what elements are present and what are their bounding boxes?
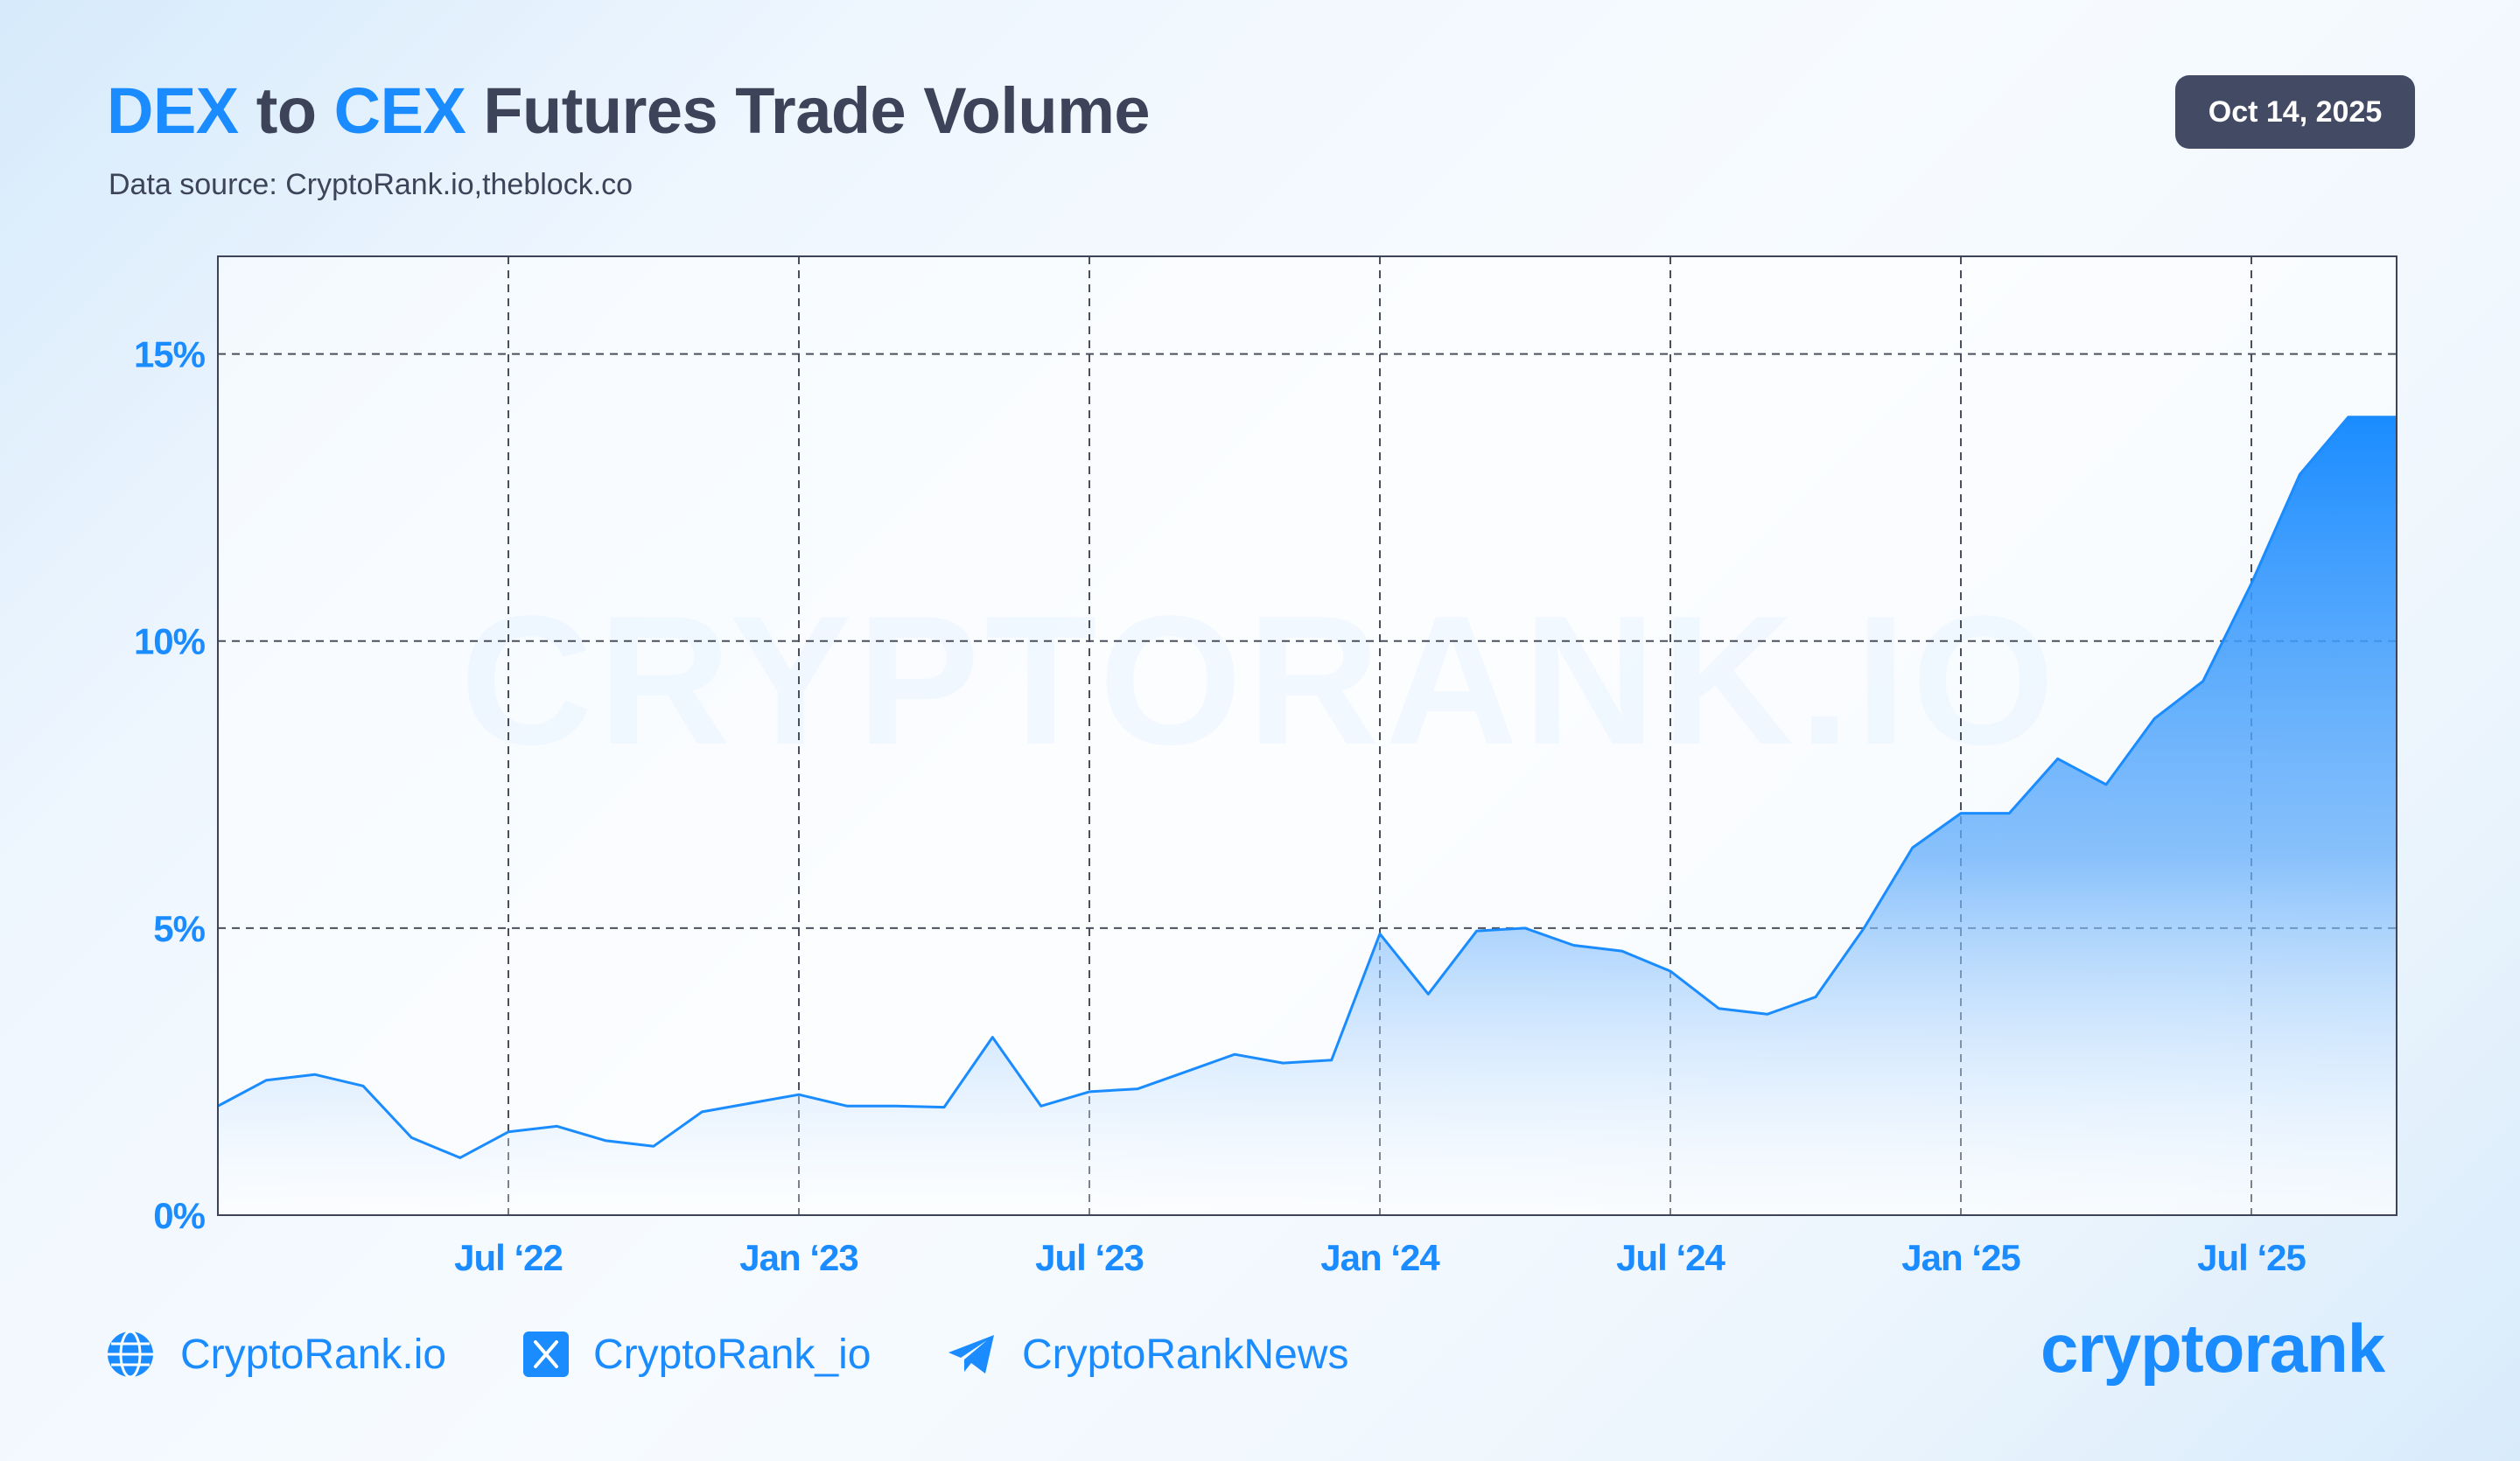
x-logo-icon [523,1332,569,1377]
chart-title: DEX to CEX Futures Trade Volume [107,73,1151,148]
area-fill [218,416,2397,1215]
x-tick-label: Jan ‘24 [1320,1237,1440,1278]
x-axis-ticks: Jul ‘22 Jan ‘23 Jul ‘23 Jan ‘24 Jul ‘24 Jan ‘… [454,1237,2306,1278]
globe-icon [108,1330,153,1379]
x-tick-label: Jan ‘25 [1901,1237,2020,1278]
twitter-label: CryptoRank_io [593,1331,872,1378]
data-source: Data source: CryptoRank.io,theblock.co [108,168,634,201]
title-cex: CEX [333,74,466,147]
y-tick-label: 5% [153,908,205,949]
telegram-label: CryptoRankNews [1022,1331,1349,1378]
cryptorank-logo: cryptorank [2040,1310,2385,1387]
website-label: CryptoRank.io [180,1331,447,1378]
series-line [217,416,2397,1159]
x-tick-label: Jul ‘25 [2197,1237,2306,1278]
twitter-link[interactable]: CryptoRank_io [523,1323,871,1386]
telegram-icon [948,1335,994,1374]
y-axis-ticks: 0% 5% 10% 15% [134,334,206,1236]
area-series [217,416,2398,1215]
website-link[interactable]: CryptoRank.io [105,1323,446,1386]
x-tick-label: Jul ‘24 [1616,1237,1726,1278]
x-tick-label: Jul ‘23 [1035,1237,1144,1278]
title-dex: DEX [107,74,239,147]
title-to: to [256,74,317,147]
y-tick-label: 15% [134,334,206,375]
date-badge: Oct 14, 2025 [2175,75,2415,149]
x-tick-label: Jul ‘22 [454,1237,563,1278]
x-tick-label: Jan ‘23 [739,1237,858,1278]
title-rest: Futures Trade Volume [483,74,1151,147]
y-tick-label: 0% [153,1195,205,1236]
telegram-link[interactable]: CryptoRankNews [947,1323,1348,1386]
watermark: CRYPTORANK.IO [460,577,2060,783]
plot-frame [217,255,2398,1216]
y-tick-label: 10% [134,621,206,662]
